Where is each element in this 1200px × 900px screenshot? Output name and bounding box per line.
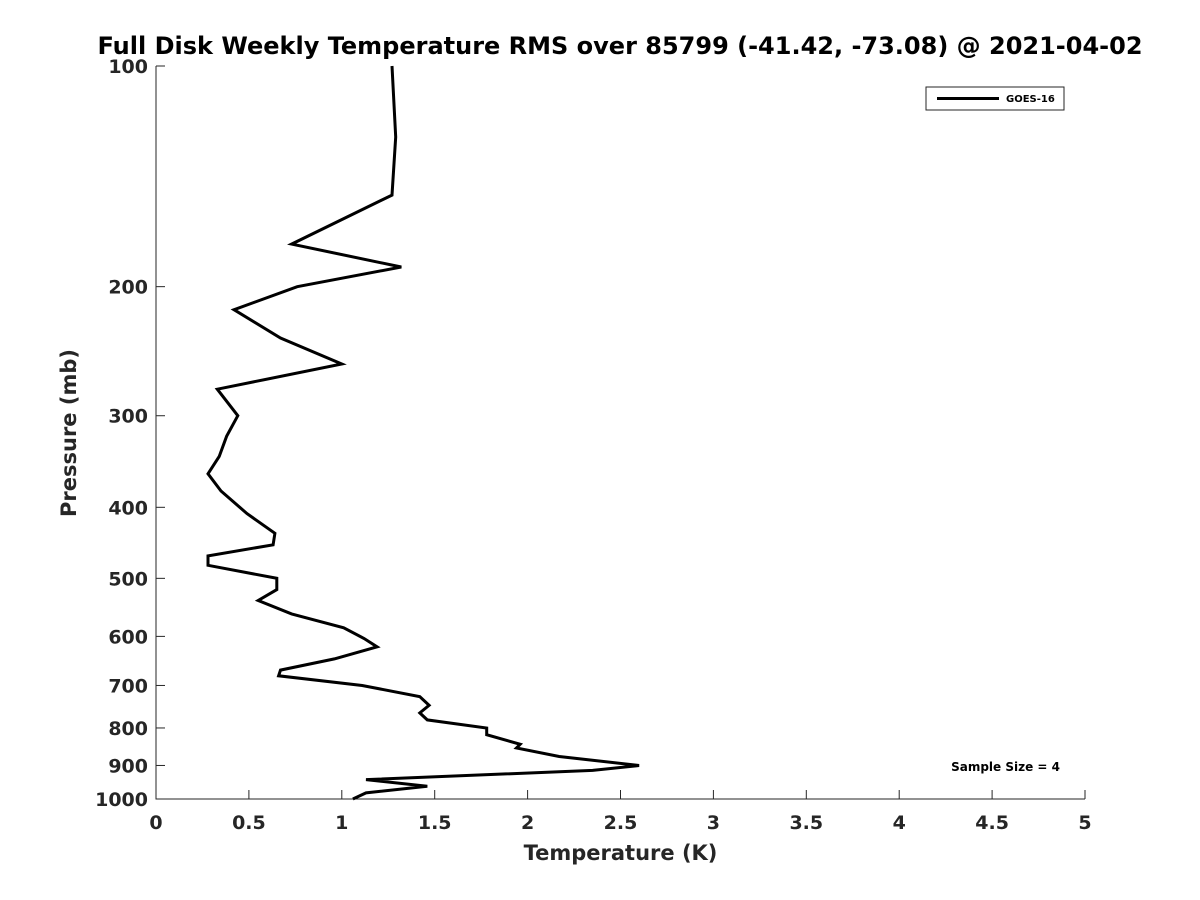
x-tick-label: 3 xyxy=(707,812,720,834)
y-tick-label: 1000 xyxy=(95,789,148,811)
y-tick-label: 100 xyxy=(108,56,148,78)
y-axis-ticks: 100 200 300 400 500 600 700 800 900 1000 xyxy=(95,56,165,811)
x-tick-label: 1 xyxy=(335,812,348,834)
series-group xyxy=(206,65,640,801)
y-tick-label: 600 xyxy=(108,626,148,648)
x-tick-label: 5 xyxy=(1078,812,1091,834)
plot-area: 0 0.5 1 1.5 2 2.5 3 3.5 4 4.5 5 100 200 300 400 500 600… xyxy=(95,56,1092,834)
x-tick-label: 2 xyxy=(521,812,534,834)
x-tick-label: 2.5 xyxy=(604,812,638,834)
y-tick-label: 800 xyxy=(108,718,148,740)
y-tick-label: 400 xyxy=(108,497,148,519)
series-line-goes-16 xyxy=(206,65,640,801)
x-axis-ticks: 0 0.5 1 1.5 2 2.5 3 3.5 4 4.5 5 xyxy=(149,790,1092,834)
sample-size-annotation: Sample Size = 4 xyxy=(951,760,1060,774)
x-tick-label: 0.5 xyxy=(232,812,266,834)
legend-label-goes-16: GOES-16 xyxy=(1006,94,1055,105)
y-tick-label: 700 xyxy=(108,675,148,697)
chart-title: Full Disk Weekly Temperature RMS over 85… xyxy=(97,32,1142,60)
x-tick-label: 3.5 xyxy=(789,812,823,834)
x-tick-label: 0 xyxy=(149,812,162,834)
y-tick-label: 500 xyxy=(108,568,148,590)
x-tick-label: 4.5 xyxy=(975,812,1009,834)
x-tick-label: 4 xyxy=(893,812,906,834)
x-tick-label: 1.5 xyxy=(418,812,452,834)
axes-frame xyxy=(155,66,1085,800)
y-axis-label: Pressure (mb) xyxy=(57,349,81,517)
y-tick-label: 900 xyxy=(108,755,148,777)
x-axis-label: Temperature (K) xyxy=(524,841,718,865)
legend: GOES-16 xyxy=(925,86,1065,111)
y-tick-label: 300 xyxy=(108,406,148,428)
y-tick-label: 200 xyxy=(108,277,148,299)
